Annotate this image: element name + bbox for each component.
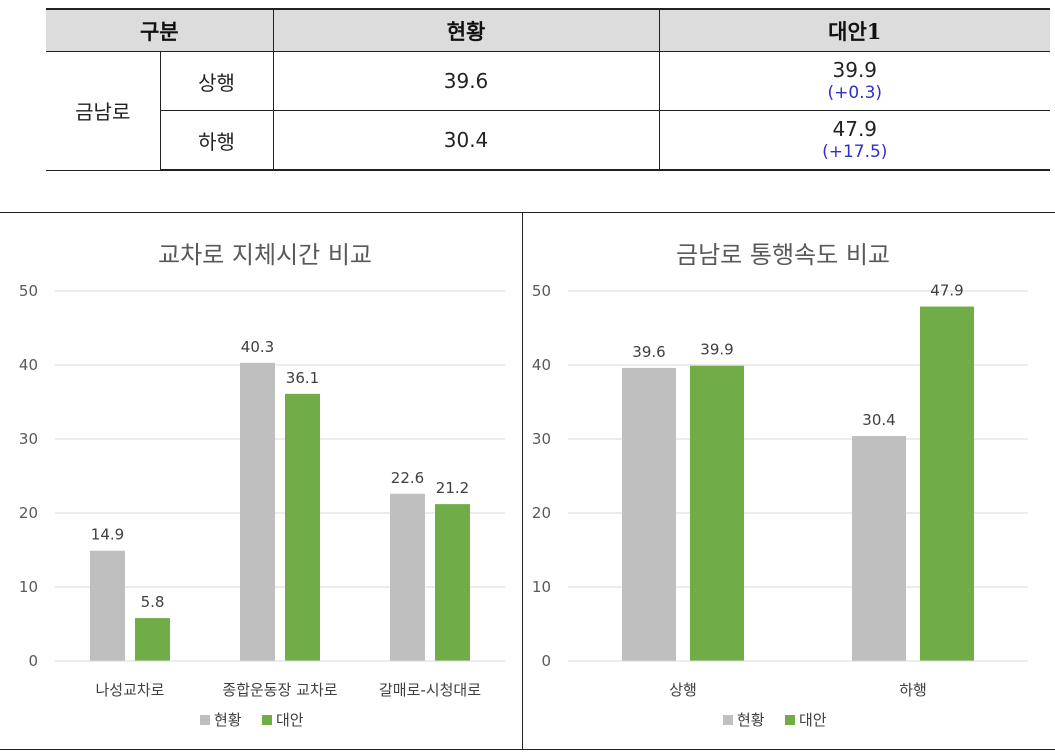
legend-swatch: [785, 715, 795, 725]
bar-current: [240, 362, 275, 661]
y-tick-label: 20: [532, 504, 551, 522]
data-label: 22.6: [391, 469, 424, 487]
chart-title: 금남로 통행속도 비교: [676, 241, 890, 269]
delay-chart: 교차로 지체시간 비교 0 10 20 30 40 50 나성교차로 14.9 5.8 종합운동장 …: [19, 241, 505, 729]
header-current: 현황: [272, 8, 660, 52]
bar-alternative: [920, 306, 974, 661]
legend-label: 대안: [799, 711, 827, 729]
y-tick-label: 30: [532, 430, 551, 448]
data-label: 47.9: [930, 282, 963, 300]
x-category-label: 종합운동장 교차로: [222, 681, 337, 699]
bar-alternative: [435, 504, 470, 661]
data-label: 40.3: [241, 338, 274, 356]
comparison-table: 구분 현황 대안1 금남로 상행 39.6 39.9 (+0.3) 하행 30.…: [46, 8, 1051, 171]
bar-alternative: [690, 365, 744, 661]
x-category-label: 갈매로-시청대로: [379, 681, 481, 699]
y-tick-label: 0: [541, 652, 551, 670]
alternative-value: 47.9: [832, 117, 878, 141]
y-tick-label: 50: [19, 282, 38, 300]
data-label: 14.9: [91, 526, 124, 544]
bar-alternative: [135, 618, 170, 661]
current-value-cell: 39.6: [272, 51, 660, 111]
speed-chart: 금남로 통행속도 비교 0 10 20 30 40 50 상행 39.6 39.9 하행 30.4 47…: [532, 241, 1028, 729]
direction-cell: 하행: [159, 110, 274, 171]
y-tick-label: 40: [19, 356, 38, 374]
legend-swatch: [262, 715, 272, 725]
y-tick-label: 20: [19, 504, 38, 522]
legend-label: 대안: [276, 711, 304, 729]
x-category-label: 하행: [899, 681, 927, 699]
alternative-value-cell: 47.9 (+17.5): [658, 110, 1051, 171]
data-label: 30.4: [862, 411, 895, 429]
data-label: 21.2: [436, 479, 469, 497]
alternative-delta: (+0.3): [827, 83, 883, 103]
road-name: 금남로: [46, 51, 160, 171]
delay-chart-panel: 교차로 지체시간 비교 0 10 20 30 40 50 나성교차로 14.9 5.8 종합운동장 …: [0, 212, 523, 750]
alternative-value: 39.9: [832, 58, 878, 82]
header-category: 구분: [46, 8, 274, 52]
data-label: 39.9: [700, 341, 733, 359]
bar-current: [852, 436, 906, 661]
y-tick-label: 50: [532, 282, 551, 300]
data-label: 36.1: [286, 369, 319, 387]
legend-swatch: [723, 715, 733, 725]
bar-current: [390, 493, 425, 661]
direction-cell: 상행: [159, 51, 274, 111]
table-row: 하행 30.4 47.9 (+17.5): [46, 110, 1051, 171]
chart-title: 교차로 지체시간 비교: [158, 241, 372, 269]
y-tick-label: 40: [532, 356, 551, 374]
y-tick-label: 10: [532, 578, 551, 596]
y-tick-label: 0: [28, 652, 38, 670]
table-header-row: 구분 현황 대안1: [46, 8, 1051, 52]
x-category-label: 나성교차로: [95, 681, 164, 699]
y-tick-label: 10: [19, 578, 38, 596]
y-tick-label: 30: [19, 430, 38, 448]
legend-label: 현황: [214, 711, 242, 729]
legend-swatch: [200, 715, 210, 725]
current-value-cell: 30.4: [272, 110, 660, 171]
alternative-delta: (+17.5): [822, 142, 888, 162]
x-category-label: 상행: [669, 681, 697, 699]
bar-current: [90, 550, 125, 661]
legend-label: 현황: [737, 711, 765, 729]
speed-chart-panel: 금남로 통행속도 비교 0 10 20 30 40 50 상행 39.6 39.9 하행 30.4 47…: [523, 212, 1055, 750]
data-label: 5.8: [141, 593, 165, 611]
data-label: 39.6: [632, 343, 665, 361]
bar-alternative: [285, 393, 320, 661]
alternative-value-cell: 39.9 (+0.3): [658, 51, 1051, 111]
bar-current: [622, 367, 676, 661]
header-alternative: 대안1: [658, 8, 1051, 52]
table-row: 금남로 상행 39.6 39.9 (+0.3): [46, 51, 1051, 171]
